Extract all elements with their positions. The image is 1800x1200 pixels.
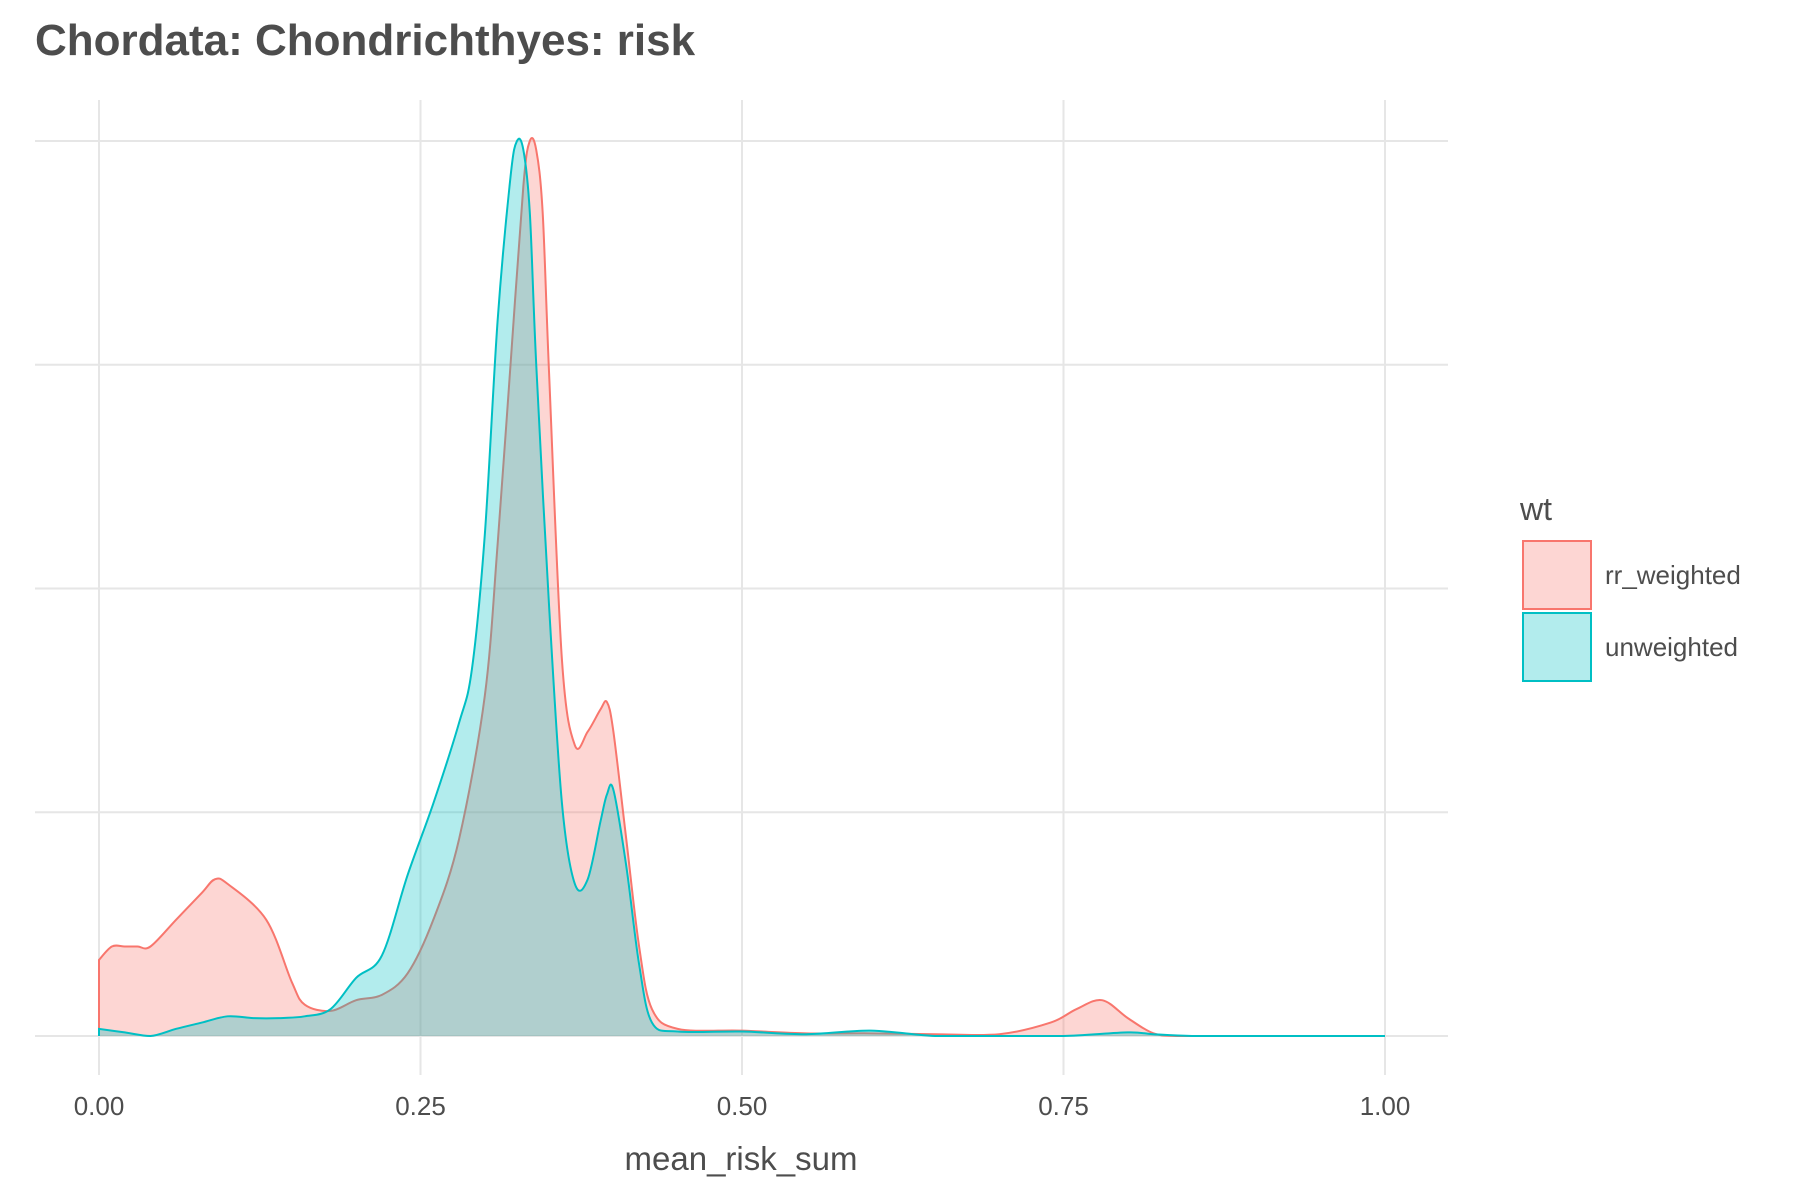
x-tick-label-4: 1.00 [1360, 1091, 1411, 1121]
legend-key-unweighted [1522, 612, 1592, 682]
density-line-unweighted [98, 137, 1385, 1038]
x-axis-ticks: 0.00 0.25 0.50 0.75 1.00 [74, 1091, 1411, 1121]
x-tick-label-3: 0.75 [1038, 1091, 1089, 1121]
x-axis-title: mean_risk_sum [625, 1140, 858, 1177]
legend-label-rr_weighted: rr_weighted [1605, 560, 1741, 590]
legend-title: wt [1519, 491, 1552, 527]
legend-key-bg-rr_weighted [1522, 540, 1592, 610]
legend: wt rr_weighted unweighted [1519, 491, 1741, 682]
x-tick-label-0: 0.00 [74, 1091, 125, 1121]
x-tick-label-1: 0.25 [395, 1091, 446, 1121]
chart-title: Chordata: Chondrichthyes: risk [35, 16, 696, 65]
grid [35, 100, 1448, 1075]
legend-items: rr_weighted unweighted [1522, 540, 1741, 682]
legend-label-unweighted: unweighted [1605, 632, 1738, 662]
legend-key-rr_weighted [1522, 540, 1592, 610]
density-areas [98, 137, 1385, 1038]
x-tick-label-2: 0.50 [717, 1091, 768, 1121]
density-area-rr_weighted [99, 138, 1385, 1036]
legend-key-bg-unweighted [1522, 612, 1592, 682]
